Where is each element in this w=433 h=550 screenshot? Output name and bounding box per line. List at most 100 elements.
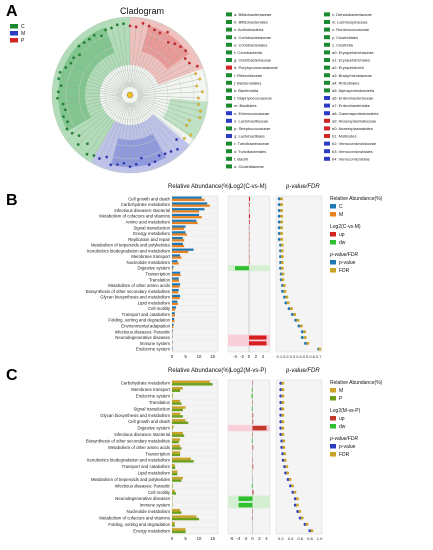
abundance-bar-C xyxy=(172,271,181,274)
taxa-swatch xyxy=(226,96,232,100)
cladogram-branch xyxy=(137,85,197,95)
abundance-bar-M xyxy=(172,425,174,428)
taxa-label: v: Dehalobacteriaceae xyxy=(332,12,373,17)
category-label: Membrane transport xyxy=(131,254,170,259)
cladogram-node xyxy=(76,143,80,146)
taxa-label: l: Staphylococcaceae xyxy=(234,96,273,101)
legend-label-C: C xyxy=(21,24,25,30)
abundance-bar-P xyxy=(172,389,181,392)
fdr-point xyxy=(283,452,287,456)
cladogram-branch xyxy=(78,100,125,145)
abundance-bar-P xyxy=(172,447,182,450)
pvalue-point xyxy=(277,226,281,230)
log2-bar xyxy=(252,445,254,450)
log2-tick: 2 xyxy=(258,536,261,541)
abundance-bar-M xyxy=(172,262,179,265)
legend-log2-title: Log2(C-vs-M) xyxy=(330,224,361,230)
cladogram-branch xyxy=(89,39,126,89)
log2-bar xyxy=(252,425,267,431)
abundance-bar-M xyxy=(172,291,179,294)
abundance-bar-C xyxy=(172,225,186,228)
taxa-swatch xyxy=(324,73,330,78)
legend-label: FDR xyxy=(339,452,350,458)
category-label: Glycan biosynthesis and metabolism xyxy=(100,295,170,300)
log2-bar xyxy=(249,214,251,219)
panel-b-chart: Relative Abundance(%) Log2(C-vs-M) p-value… xyxy=(86,184,383,359)
cladogram-branch xyxy=(111,27,129,88)
abundance-bar-M xyxy=(172,502,173,505)
abundance-bar-C xyxy=(172,300,178,303)
fdr-point xyxy=(281,381,285,385)
taxa-label: r: Turicibacteraceae xyxy=(234,141,270,146)
cladogram-node xyxy=(182,136,186,140)
pvalue-point xyxy=(290,312,294,316)
category-label: Carbohydrate metabolism xyxy=(121,202,171,207)
abundance-tick: 10 xyxy=(197,354,202,359)
legend-pvalue-title: p-value/FDR xyxy=(329,252,358,258)
abundance-bar-C xyxy=(172,208,205,211)
cladogram-ring xyxy=(52,17,208,173)
pvalue-point xyxy=(300,330,304,334)
taxa-swatch xyxy=(226,111,232,116)
taxa-swatch xyxy=(226,118,232,123)
cladogram-branch xyxy=(63,95,123,105)
cladogram-node xyxy=(197,102,200,106)
legend-label-M: M xyxy=(21,31,25,37)
log2-bar xyxy=(249,219,250,225)
abundance-bar-M xyxy=(172,451,181,454)
category-label: Neurodegenerative diseases xyxy=(115,496,170,501)
category-label: Environmental adaptation xyxy=(121,324,170,329)
abundance-tick: 5 xyxy=(184,354,187,359)
fdr-point xyxy=(281,400,285,404)
pvalue-point xyxy=(300,336,304,340)
cladogram-node xyxy=(147,163,151,167)
fdr-point xyxy=(282,284,286,288)
pvalue-point xyxy=(277,197,281,201)
cladogram-branch xyxy=(93,101,127,156)
cladogram-branch xyxy=(137,91,203,95)
taxa-label: c: Actinobacteria xyxy=(234,27,264,32)
fdr-point xyxy=(298,510,302,514)
abundance-bar-M xyxy=(172,227,185,230)
abundance-bar-C xyxy=(172,329,173,332)
abundance-bar-M xyxy=(172,457,191,461)
category-label: Energy metabolism xyxy=(133,528,170,533)
abundance-header: Relative Abundance(%) xyxy=(168,184,231,190)
abundance-bar-M xyxy=(172,221,198,225)
pvalue-point xyxy=(294,318,298,322)
cladogram-node xyxy=(72,56,76,60)
panel-c-letter: C xyxy=(6,367,18,384)
category-label: Glycan biosynthesis and metabolism xyxy=(100,413,170,418)
category-label: Signal transduction xyxy=(133,406,170,411)
taxa-label: s: Turicibacterales xyxy=(234,149,266,154)
abundance-bar-M xyxy=(172,239,185,242)
cladogram-node xyxy=(128,165,132,169)
abundance-bar-P xyxy=(172,383,213,386)
taxa-swatch xyxy=(226,27,232,32)
fdr-point xyxy=(280,214,284,218)
cladogram-branch xyxy=(133,32,168,89)
cladogram-branch xyxy=(94,35,127,89)
log2-bar xyxy=(249,341,267,346)
legend-label: dw xyxy=(339,240,346,246)
cladogram-branch xyxy=(136,99,185,139)
taxa-swatch xyxy=(226,126,232,131)
category-label: Cell motility xyxy=(148,306,171,311)
log2-bar xyxy=(252,490,254,495)
cladogram-branch xyxy=(58,91,123,95)
abundance-bar-C xyxy=(172,202,208,205)
taxa-label: h: Porphyromonadaceae xyxy=(234,65,279,70)
log2-bar xyxy=(238,496,253,501)
cladogram-branch xyxy=(110,102,129,165)
cladogram-branch xyxy=(137,95,199,105)
fdr-point xyxy=(280,249,284,253)
pvalue-tick: 0.4 xyxy=(296,354,302,359)
cladogram-node xyxy=(70,131,74,135)
taxa-swatch xyxy=(324,96,330,100)
category-label: Biosynthesis of other secondary metaboli… xyxy=(86,289,170,294)
log2-tick: -4 xyxy=(233,354,237,359)
taxa-label: m: Bacillales xyxy=(234,103,256,108)
category-label: Digestive system xyxy=(138,266,171,271)
category-label: Metabolism of terpenoids and polyketides xyxy=(91,477,170,482)
panel-b-letter: B xyxy=(6,192,18,209)
